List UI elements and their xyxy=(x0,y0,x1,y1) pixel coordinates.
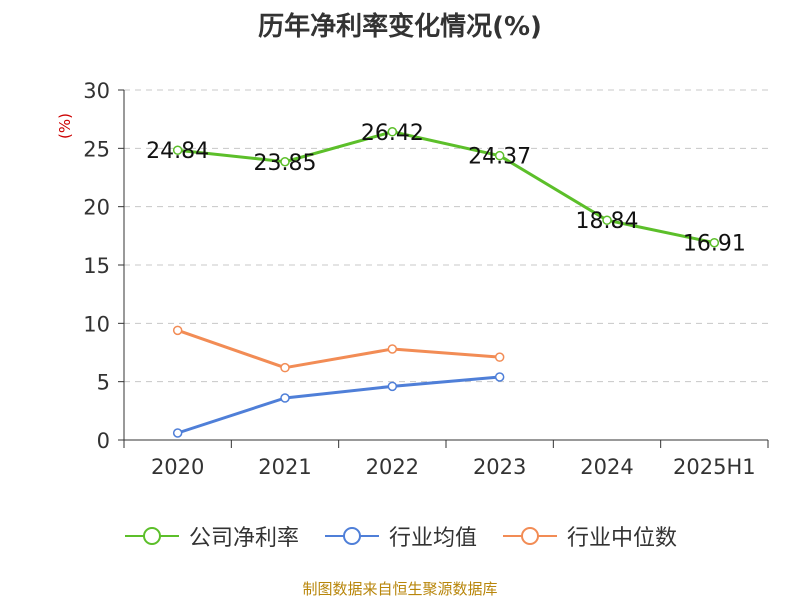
x-tick-label: 2025H1 xyxy=(673,455,756,479)
data-point xyxy=(172,145,183,155)
y-tick-label: 30 xyxy=(83,79,110,103)
data-point xyxy=(280,362,290,373)
axes: 0 5 10 15 20 25 30 (%) 2020 2021 2022 2023 2024 2025H… xyxy=(56,79,769,479)
y-tick-label: 25 xyxy=(83,137,110,161)
data-label: 23.85 xyxy=(254,151,317,176)
y-tick-label: 10 xyxy=(83,312,110,336)
data-point xyxy=(280,157,290,167)
x-tick-label: 2024 xyxy=(580,455,633,479)
legend-line-icon xyxy=(324,527,379,545)
legend-label: 行业中位数 xyxy=(567,526,678,551)
legend-item[interactable]: 公司净利率 xyxy=(123,520,299,552)
legend-item[interactable]: 行业中位数 xyxy=(501,520,677,552)
y-tick-label: 0 xyxy=(97,429,110,453)
data-point xyxy=(387,344,398,354)
y-tick-label: 20 xyxy=(83,196,110,220)
data-point xyxy=(172,325,183,336)
x-tick-label: 2022 xyxy=(366,455,419,479)
y-tick-label: 15 xyxy=(83,254,110,278)
legend-item[interactable]: 行业均值 xyxy=(323,520,477,552)
series-line xyxy=(177,375,500,435)
data-point xyxy=(387,381,398,392)
data-point xyxy=(494,372,505,382)
data-point xyxy=(494,150,505,161)
data-point xyxy=(172,428,183,438)
legend-label: 公司净利率 xyxy=(188,526,299,551)
x-tick-label: 2020 xyxy=(151,455,204,479)
data-point xyxy=(602,215,612,225)
legend-label: 行业均值 xyxy=(388,526,477,551)
data-point xyxy=(280,393,290,403)
legend: 公司净利率 行业均值 行业中位数 xyxy=(0,520,800,552)
legend-line-icon xyxy=(124,527,179,545)
data-label: 26.42 xyxy=(361,121,424,146)
series-line xyxy=(177,328,500,370)
y-axis-label: (%) xyxy=(56,113,74,139)
series-lines xyxy=(172,127,720,438)
data-label: 18.84 xyxy=(576,209,639,234)
gridlines xyxy=(124,89,768,383)
legend-line-icon xyxy=(503,527,557,545)
y-tick-label: 5 xyxy=(97,371,110,395)
data-label: 24.37 xyxy=(468,145,531,170)
data-labels: 24.84 23.85 26.42 24.37 18.84 16.91 xyxy=(146,121,746,257)
data-point xyxy=(387,127,398,137)
source-note: 制图数据来自恒生聚源数据库 xyxy=(302,580,498,598)
x-tick-label: 2023 xyxy=(473,455,526,479)
data-label: 24.84 xyxy=(146,139,209,164)
chart-title: 历年净利率变化情况(%) xyxy=(258,12,542,42)
series-line xyxy=(177,130,715,245)
data-label: 16.91 xyxy=(683,232,746,257)
data-point xyxy=(494,352,505,362)
x-tick-label: 2021 xyxy=(258,455,311,479)
data-point xyxy=(709,237,720,248)
